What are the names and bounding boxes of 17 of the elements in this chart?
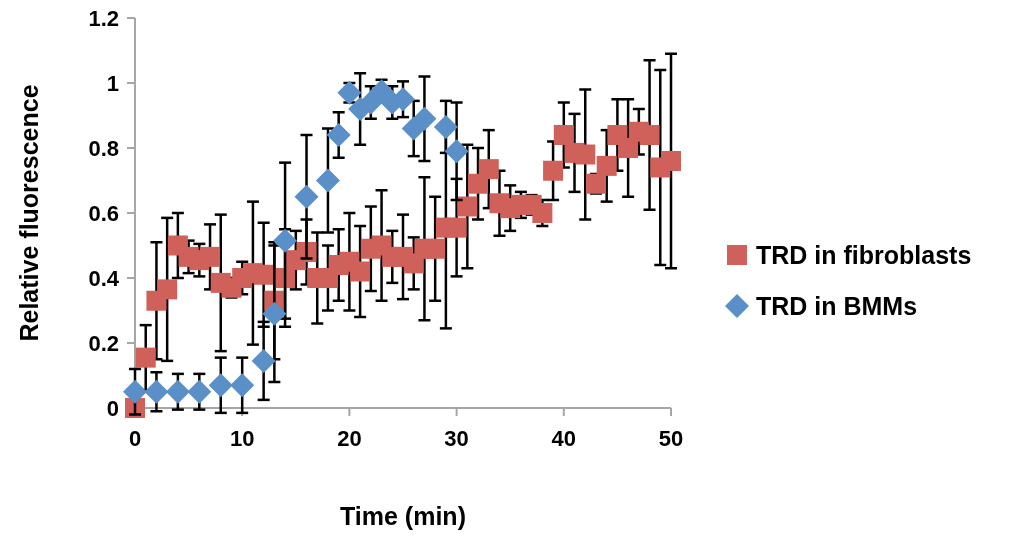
y-tick-label: 0.6: [88, 200, 119, 226]
y-tick-label: 1: [106, 70, 119, 96]
y-tick-label: 0.8: [88, 135, 119, 161]
y-tick-label: 0.2: [88, 330, 119, 356]
x-tick-label: 0: [128, 426, 142, 451]
x-tick-label: 30: [444, 426, 469, 451]
y-tick-label: 0.4: [88, 265, 120, 291]
y-axis-title: Relative fluorescence: [15, 84, 43, 342]
x-tick-label: 20: [337, 426, 362, 451]
x-tick-label: 50: [658, 426, 684, 451]
y-tick-label: 1.2: [88, 5, 119, 31]
x-tick-label: 10: [229, 426, 255, 451]
x-tick-label: 40: [551, 426, 577, 451]
legend-label: TRD in fibroblasts: [756, 240, 972, 269]
legend-label: TRD in BMMs: [756, 291, 918, 320]
x-axis-title: Time (min): [340, 502, 466, 530]
y-tick-label: 0: [106, 395, 119, 421]
